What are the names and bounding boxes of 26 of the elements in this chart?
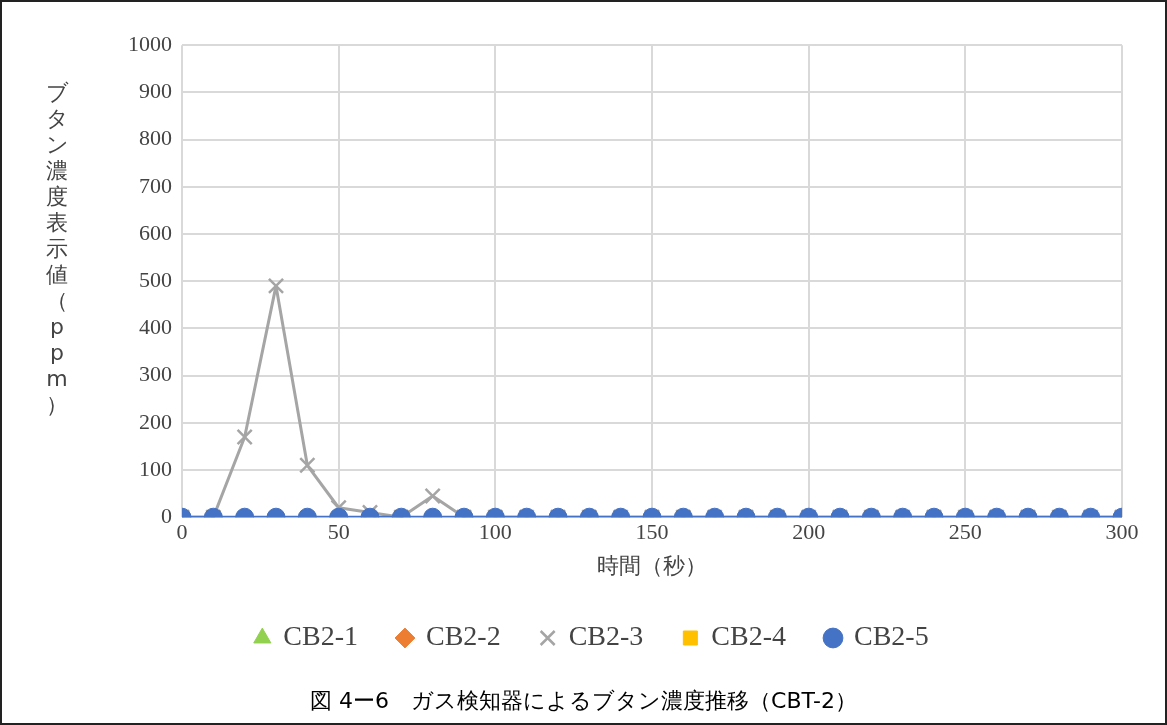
- legend-label: CB2-4: [711, 620, 787, 652]
- y-tick-label: 0: [161, 502, 172, 528]
- x-tick-label: 200: [792, 519, 826, 545]
- y-tick-label: 100: [139, 455, 172, 481]
- y-tick-label: 500: [139, 266, 172, 292]
- legend-label: CB2-2: [425, 620, 501, 652]
- legend-label: CB2-1: [283, 620, 358, 652]
- x-tick-label: 0: [176, 519, 188, 545]
- y-tick-label: 900: [139, 78, 172, 104]
- y-tick-label: 200: [139, 408, 172, 434]
- caption: 図 4ー6 ガス検知器によるブタン濃度推移（CBT-2）: [309, 687, 858, 715]
- y-tick-label: 700: [139, 172, 172, 198]
- y-tick-label: 400: [139, 314, 172, 340]
- x-tick-label: 50: [327, 519, 350, 545]
- x-axis-title: 時間（秒）: [597, 552, 707, 578]
- x-tick-label: 100: [478, 519, 512, 545]
- y-tick-label: 600: [139, 219, 172, 245]
- y-tick-label: 800: [139, 125, 172, 151]
- x-tick-label: 250: [948, 519, 982, 545]
- text: ブタン濃度表示値（ppm）: [45, 80, 69, 417]
- x-tick-label: 150: [635, 519, 669, 545]
- legend-label: CB2-5: [854, 620, 929, 652]
- y-tick-label: 1000: [128, 30, 172, 56]
- legend-label: CB2-3: [568, 620, 644, 652]
- y-tick-label: 300: [139, 361, 172, 387]
- x-tick-label: 300: [1105, 519, 1139, 545]
